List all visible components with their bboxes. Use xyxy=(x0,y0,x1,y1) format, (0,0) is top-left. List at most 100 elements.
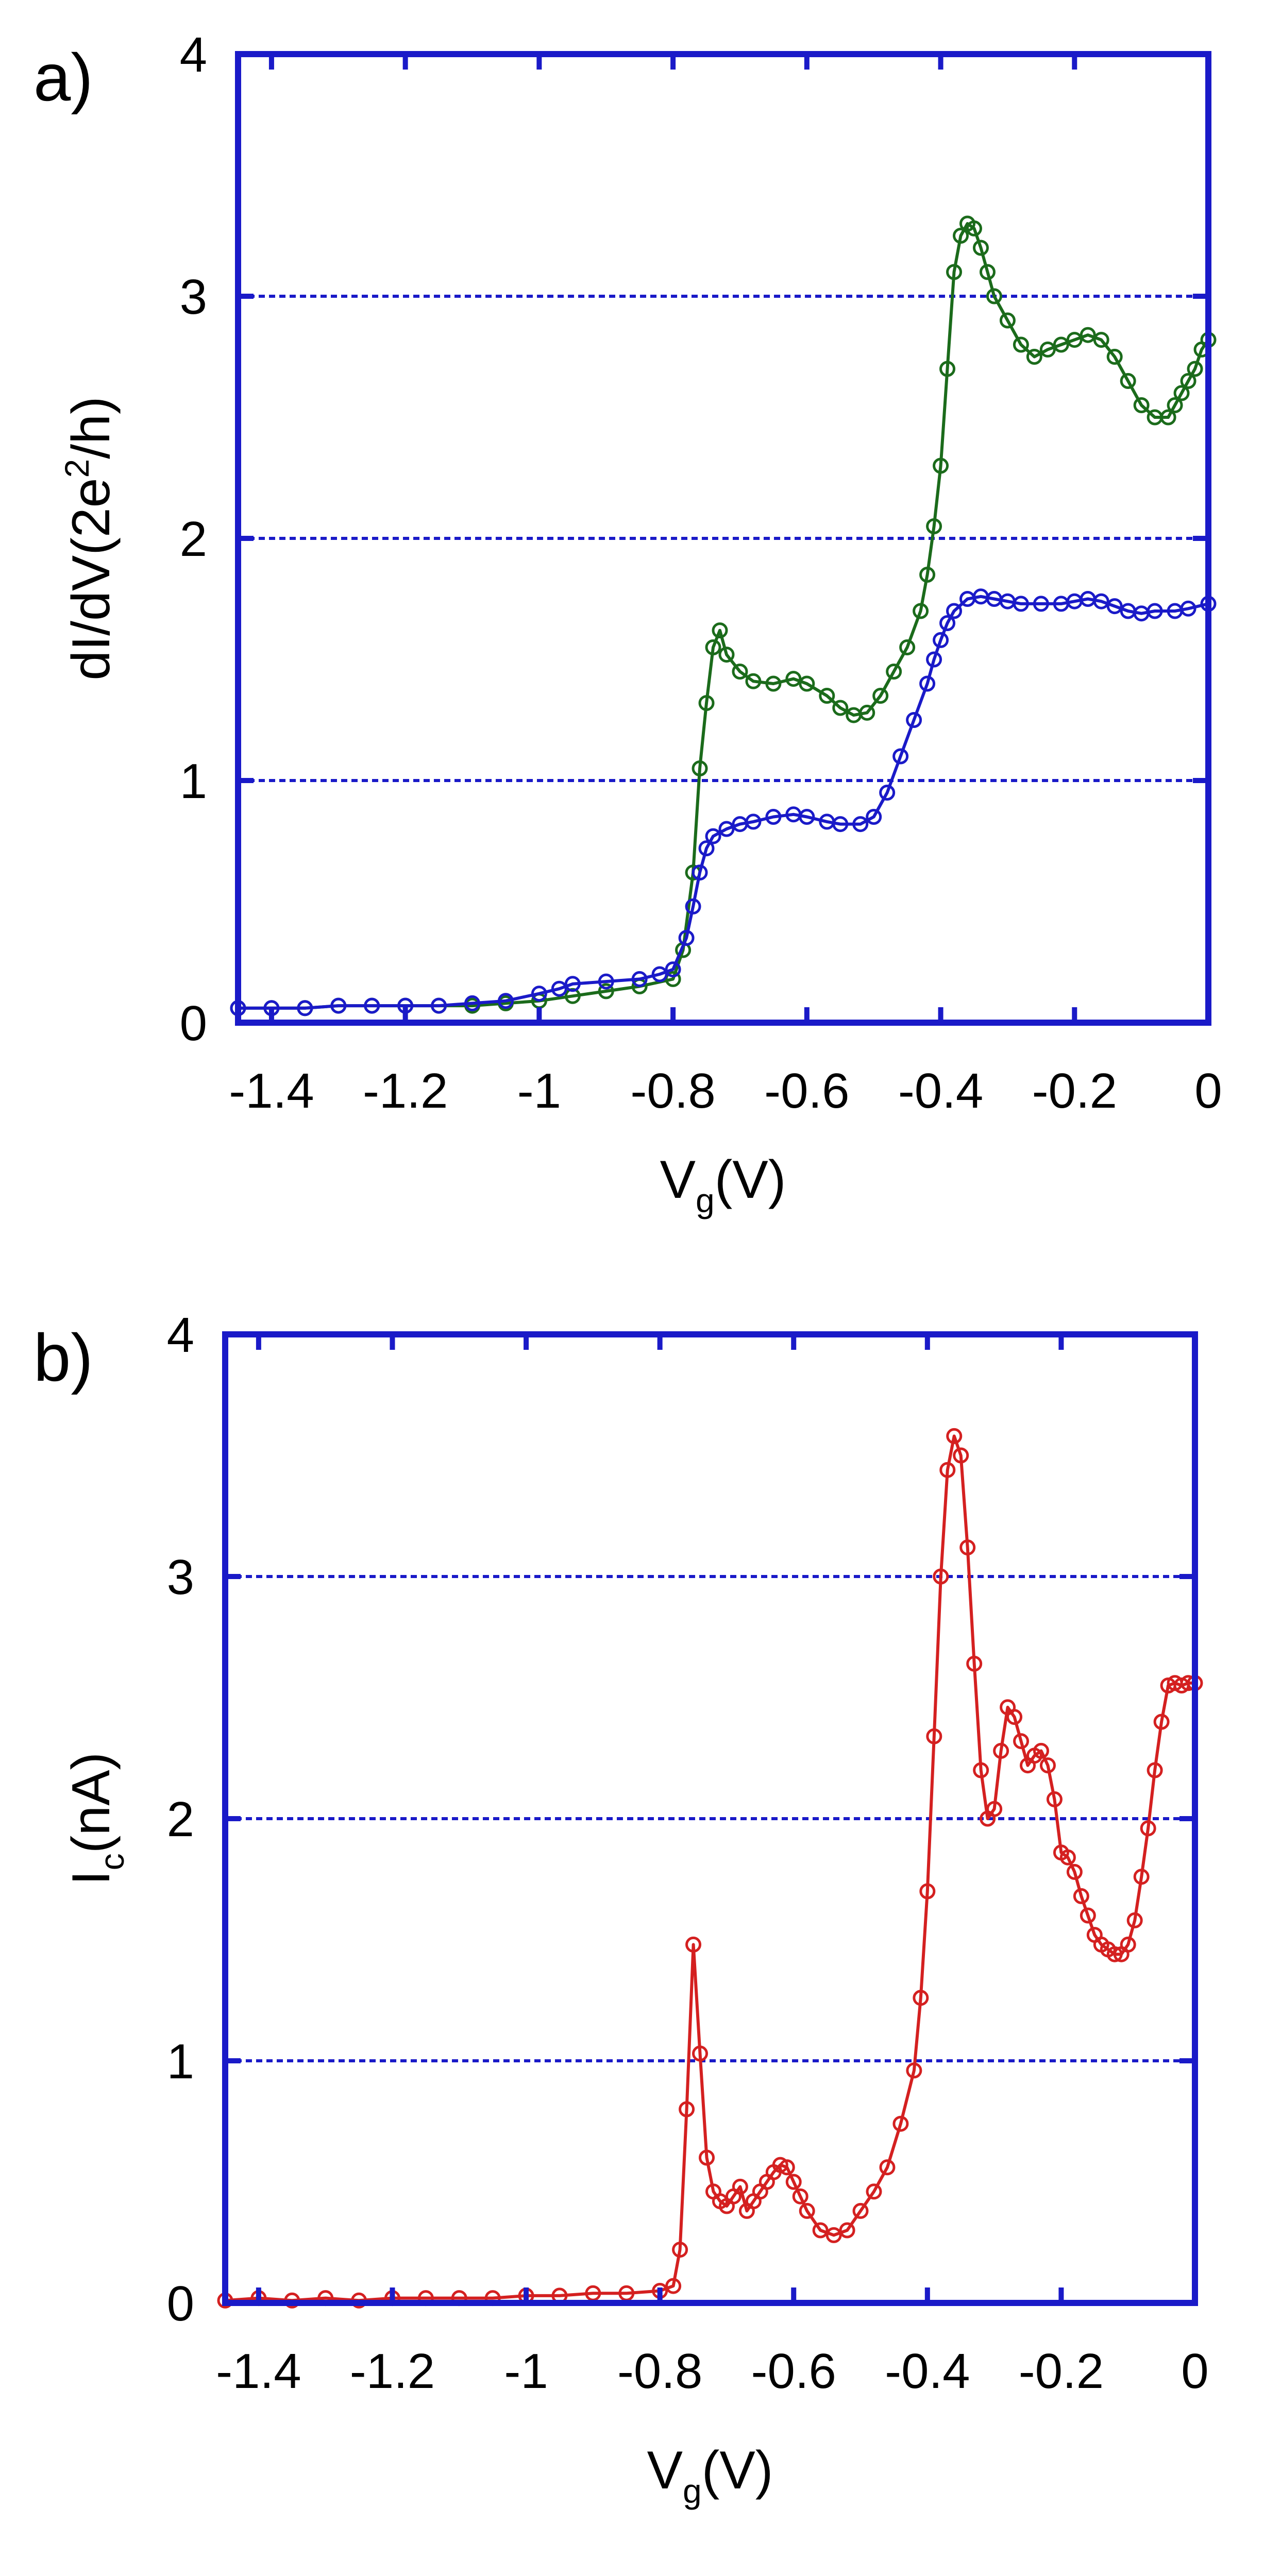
data-point-red xyxy=(913,1990,929,2006)
data-point-green xyxy=(1080,327,1096,343)
data-point-blue xyxy=(531,986,547,1002)
data-point-red xyxy=(1006,1709,1023,1725)
data-point-red xyxy=(1013,1733,1030,1750)
data-point-red xyxy=(892,2115,909,2132)
panel-b-label: b) xyxy=(33,1320,93,1395)
data-point-blue xyxy=(364,997,380,1014)
series-line-red xyxy=(225,1434,1195,2302)
panel-b-xlabel-sub: g xyxy=(683,2472,702,2510)
data-point-green xyxy=(872,688,889,704)
data-point-blue xyxy=(718,821,735,837)
data-point-blue xyxy=(1180,600,1196,617)
data-point-blue xyxy=(799,809,815,825)
data-point-red xyxy=(946,1428,963,1444)
data-point-red xyxy=(1039,1757,1056,1774)
y-tick-label: 0 xyxy=(167,2276,194,2331)
data-point-blue xyxy=(631,971,648,987)
data-point-green xyxy=(966,220,982,236)
data-point-red xyxy=(933,1568,949,1585)
data-point-green xyxy=(692,760,708,776)
x-tick-label: -1 xyxy=(517,1063,561,1118)
panel-b-ylabel-main: I xyxy=(61,1870,121,1885)
y-tick-label: 3 xyxy=(167,1550,194,1605)
data-point-green xyxy=(1066,332,1083,348)
y-tick-label: 1 xyxy=(180,754,207,809)
data-point-green xyxy=(979,264,996,280)
data-point-blue xyxy=(933,632,949,648)
data-point-green xyxy=(785,671,802,687)
panel-b-gridlines xyxy=(225,1575,1195,2062)
data-point-blue xyxy=(665,961,681,978)
y-tick-label: 3 xyxy=(180,269,207,325)
data-point-green xyxy=(1173,385,1190,401)
data-point-red xyxy=(1046,1791,1063,1807)
data-point-green xyxy=(933,457,949,474)
data-point-blue xyxy=(497,993,514,1009)
series-line-green xyxy=(238,222,1210,1010)
x-tick-label: -0.2 xyxy=(1019,2344,1104,2399)
data-point-green xyxy=(1187,361,1203,377)
data-point-red xyxy=(732,2178,748,2195)
panel-a-y-tick-labels: 0 1 2 3 4 xyxy=(180,27,207,1051)
panel-a-x-tick-labels: -1.4 -1.2 -1 -0.8 -0.6 -0.4 -0.2 0 xyxy=(229,1063,1222,1118)
data-point-green xyxy=(946,264,963,280)
data-point-blue xyxy=(745,814,762,830)
data-point-green xyxy=(1160,409,1176,426)
y-tick-label: 1 xyxy=(167,2034,194,2089)
data-point-green xyxy=(1013,336,1029,353)
panel-a-ylabel-pre: dI/dV(2e xyxy=(61,478,121,680)
data-point-red xyxy=(926,1728,942,1744)
panel-a-chart: a) -1.4 -1.2 -1 -0.8 -0.6 -0.4 -0.2 0 0 1 2 3 4 Vg(… xyxy=(33,27,1222,1219)
data-point-blue xyxy=(866,809,882,825)
data-point-blue xyxy=(892,748,909,765)
data-point-green xyxy=(939,361,956,377)
data-point-blue xyxy=(330,997,347,1014)
data-point-red xyxy=(919,1883,936,1900)
x-tick-label: -0.6 xyxy=(751,2344,836,2399)
panel-b-y-tick-labels: 0 1 2 3 4 xyxy=(167,1308,194,2331)
data-point-red xyxy=(825,2227,842,2243)
data-point-red xyxy=(1033,1742,1049,1759)
panel-a-xlabel-unit: (V) xyxy=(715,1150,786,1210)
data-point-green xyxy=(832,700,849,716)
data-point-blue xyxy=(906,712,922,728)
data-point-green xyxy=(899,639,916,655)
data-point-red xyxy=(986,1801,1003,1817)
data-point-green xyxy=(799,675,815,692)
data-point-blue xyxy=(464,995,481,1011)
data-point-blue xyxy=(919,675,936,692)
data-point-green xyxy=(745,673,762,689)
data-point-blue xyxy=(832,816,849,833)
data-point-green xyxy=(698,695,715,711)
data-point-green xyxy=(972,240,989,256)
data-point-green xyxy=(1053,336,1069,353)
y-tick-label: 4 xyxy=(180,27,207,82)
data-point-red xyxy=(672,2242,688,2258)
y-tick-label: 2 xyxy=(167,1792,194,1847)
data-point-blue xyxy=(1147,603,1163,619)
data-point-green xyxy=(919,567,936,583)
panel-b-y-axis-title: Ic(nA) xyxy=(61,1752,131,1885)
data-point-red xyxy=(993,1742,1009,1759)
series-line-blue xyxy=(238,595,1209,1010)
data-point-green xyxy=(1106,349,1123,365)
data-point-red xyxy=(966,1655,983,1672)
data-point-red xyxy=(1140,1820,1156,1837)
data-point-red xyxy=(1153,1714,1170,1730)
data-point-blue xyxy=(431,997,447,1014)
data-point-green xyxy=(1093,332,1109,348)
data-point-green xyxy=(999,312,1016,329)
data-point-red xyxy=(973,1762,989,1778)
data-point-red xyxy=(1106,1946,1123,1962)
data-point-blue xyxy=(926,651,942,668)
data-point-green xyxy=(886,664,902,680)
x-tick-label: -0.2 xyxy=(1032,1063,1117,1118)
panel-b-ylabel-unit: (nA) xyxy=(61,1752,121,1853)
panel-a-y-axis-title: dI/dV(2e2/h) xyxy=(58,396,121,680)
data-point-blue xyxy=(564,976,581,992)
data-point-green xyxy=(732,664,748,680)
data-point-red xyxy=(699,2149,715,2166)
data-point-red xyxy=(852,2202,869,2219)
data-point-red xyxy=(1126,1912,1143,1928)
